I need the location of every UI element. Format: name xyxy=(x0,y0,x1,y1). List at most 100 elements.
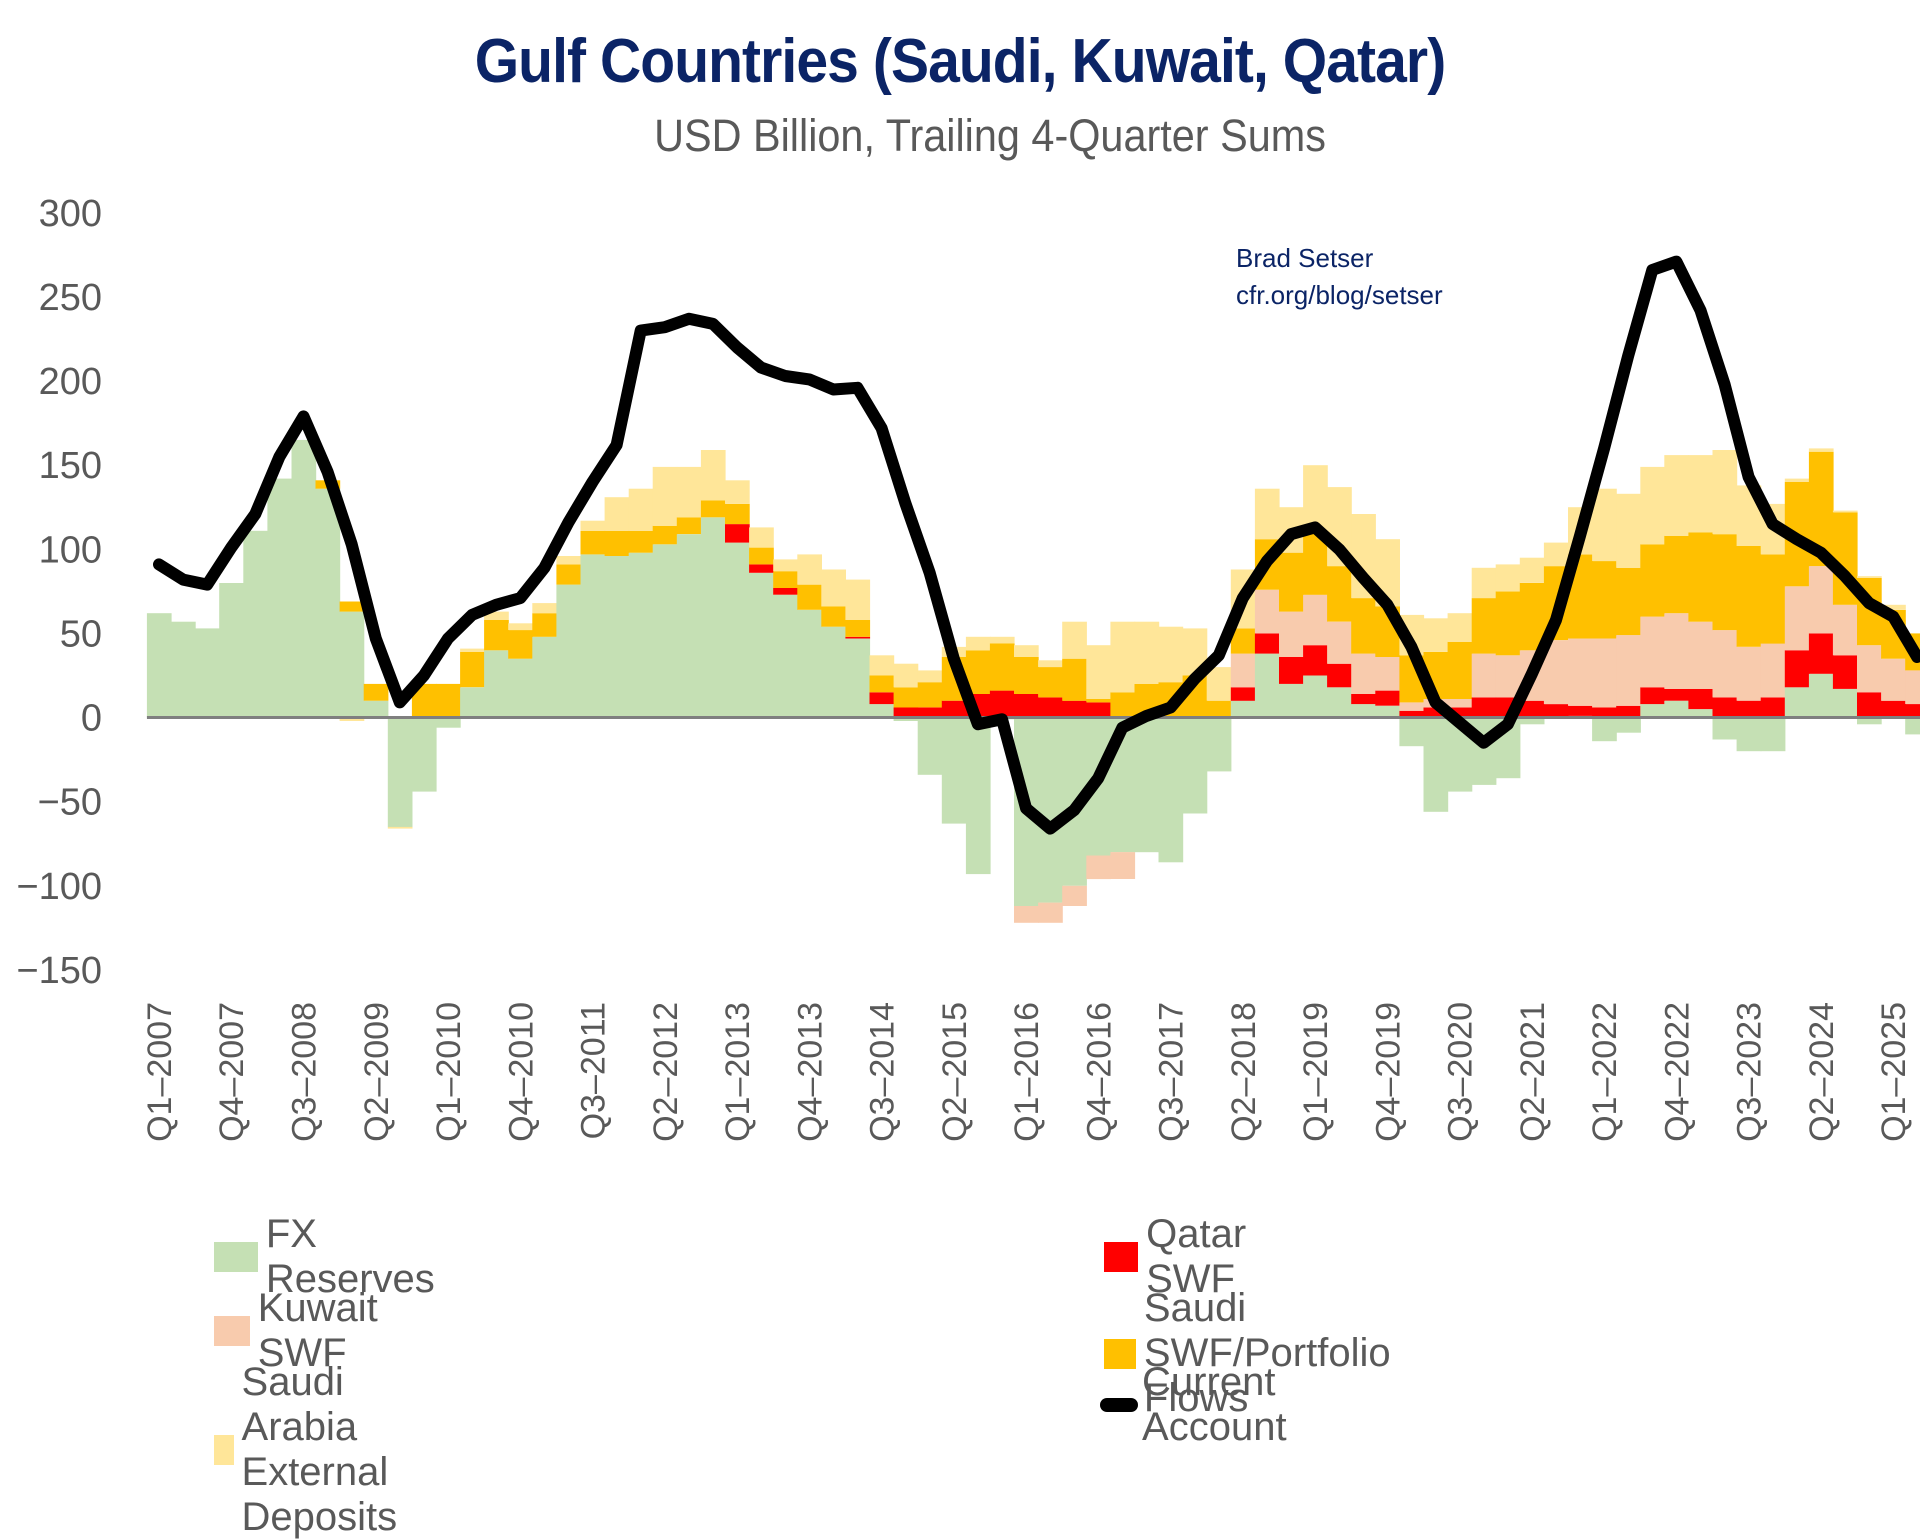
bar-qatar-swf xyxy=(1832,655,1858,689)
bar-saudi-arabia-external-deposits xyxy=(1519,557,1545,583)
bar-fx-reserves xyxy=(628,552,654,718)
bar-saudi-swf-portfolio-flows xyxy=(532,613,557,637)
bar-fx-reserves xyxy=(1832,688,1858,718)
bar-fx-reserves xyxy=(1857,717,1882,725)
bar-kuwait-swf xyxy=(1375,657,1400,691)
bar-qatar-swf xyxy=(1519,700,1545,718)
bar-fx-reserves xyxy=(243,530,268,718)
author-name: Brad Setser xyxy=(1236,243,1374,273)
bar-saudi-swf-portfolio-flows xyxy=(1712,534,1738,631)
legend-item-current-account: Current Account xyxy=(1100,1360,1313,1450)
bar-fx-reserves xyxy=(1351,704,1376,718)
bar-fx-reserves xyxy=(1158,717,1184,863)
x-tick-label: Q1–2025 xyxy=(1875,1002,1913,1142)
bar-qatar-swf xyxy=(749,564,774,573)
bar-fx-reserves xyxy=(652,544,678,718)
bar-saudi-swf-portfolio-flows xyxy=(652,525,678,545)
legend-item-fx-reserves: FX Reserves xyxy=(214,1212,447,1302)
legend-label: FX Reserves xyxy=(265,1212,435,1301)
y-tick-label: 100 xyxy=(39,529,102,571)
line-layer xyxy=(153,255,1920,835)
bar-qatar-swf xyxy=(1736,700,1762,718)
bar-saudi-swf-portfolio-flows xyxy=(1519,583,1545,651)
x-tick-label: Q2–2018 xyxy=(1225,1002,1263,1142)
x-tick-label: Q4–2022 xyxy=(1658,1002,1696,1142)
legend-item-kuwait-swf: Kuwait SWF xyxy=(214,1286,398,1376)
bar-fx-reserves xyxy=(1471,717,1497,785)
bar-fx-reserves xyxy=(1664,700,1689,718)
bar-fx-reserves xyxy=(773,594,798,718)
bar-fx-reserves xyxy=(893,717,919,721)
bar-kuwait-swf xyxy=(1086,855,1111,880)
bar-saudi-arabia-external-deposits xyxy=(1110,621,1136,693)
bar-saudi-arabia-external-deposits xyxy=(1134,621,1160,684)
x-tick-label: Q1–2022 xyxy=(1586,1002,1624,1142)
bar-saudi-arabia-external-deposits xyxy=(1254,488,1280,540)
chart-plot: 300 250 200 150 100 50 0 −50 −100 −150 Q1–2007 Q4–… xyxy=(16,193,1920,1142)
bar-kuwait-swf xyxy=(1688,621,1714,689)
bar-kuwait-swf xyxy=(1616,635,1641,706)
bar-saudi-swf-portfolio-flows xyxy=(700,500,726,518)
bar-fx-reserves xyxy=(965,717,991,875)
bar-qatar-swf xyxy=(1062,700,1087,718)
bar-saudi-arabia-external-deposits xyxy=(1688,455,1714,533)
bar-saudi-swf-portfolio-flows xyxy=(1736,545,1762,647)
bar-saudi-arabia-external-deposits xyxy=(1423,618,1449,652)
bar-saudi-arabia-external-deposits xyxy=(508,623,533,630)
x-tick-label: Q4–2016 xyxy=(1080,1002,1118,1142)
bar-kuwait-swf xyxy=(1471,653,1497,698)
x-tick-label: Q3–2023 xyxy=(1731,1002,1769,1142)
bar-kuwait-swf xyxy=(1712,630,1738,698)
bar-saudi-arabia-external-deposits xyxy=(1495,564,1521,592)
bar-kuwait-swf xyxy=(1062,885,1087,906)
bar-saudi-swf-portfolio-flows xyxy=(797,584,822,610)
bar-saudi-swf-portfolio-flows xyxy=(1062,658,1087,701)
bar-kuwait-swf xyxy=(1254,589,1280,634)
bar-fx-reserves xyxy=(1519,717,1545,725)
x-tick-label: Q2–2012 xyxy=(647,1002,685,1142)
bar-kuwait-swf xyxy=(1592,638,1617,708)
bar-saudi-swf-portfolio-flows xyxy=(1688,532,1714,622)
bar-saudi-swf-portfolio-flows xyxy=(773,571,798,588)
bar-saudi-arabia-external-deposits xyxy=(917,670,943,683)
x-tick-label: Q4–2019 xyxy=(1369,1002,1407,1142)
bar-kuwait-swf xyxy=(1279,611,1304,657)
x-tick-label: Q1–2013 xyxy=(719,1002,757,1142)
bar-qatar-swf xyxy=(1808,633,1834,674)
legend-swatch-kuwait-swf xyxy=(214,1316,250,1346)
bar-kuwait-swf xyxy=(1447,699,1473,708)
bar-fx-reserves xyxy=(1423,717,1449,812)
bar-saudi-arabia-external-deposits xyxy=(989,636,1015,644)
bar-qatar-swf xyxy=(1230,687,1256,701)
bar-fx-reserves xyxy=(1616,717,1641,733)
bar-kuwait-swf xyxy=(1399,702,1425,711)
bar-saudi-swf-portfolio-flows xyxy=(1038,667,1063,698)
bar-saudi-arabia-external-deposits xyxy=(1038,660,1063,667)
bar-kuwait-swf xyxy=(1664,613,1689,689)
bar-fx-reserves xyxy=(460,687,485,718)
bar-saudi-arabia-external-deposits xyxy=(1640,466,1665,545)
bar-saudi-swf-portfolio-flows xyxy=(845,620,871,637)
bar-saudi-arabia-external-deposits xyxy=(1712,450,1738,535)
bar-saudi-arabia-external-deposits xyxy=(652,466,678,526)
y-tick-label: 0 xyxy=(81,698,102,740)
bar-fx-reserves xyxy=(291,439,317,718)
bar-saudi-arabia-external-deposits xyxy=(1158,626,1184,683)
bar-saudi-arabia-external-deposits xyxy=(532,603,557,614)
x-tick-label: Q2–2015 xyxy=(936,1002,974,1142)
bar-saudi-arabia-external-deposits xyxy=(725,480,750,504)
bar-qatar-swf xyxy=(1254,633,1280,654)
legend-line-current-account xyxy=(1100,1398,1139,1412)
bar-fx-reserves xyxy=(315,488,341,718)
bar-kuwait-swf xyxy=(1832,604,1858,656)
bar-qatar-swf xyxy=(1014,694,1039,718)
legend-swatch-saudi-swf xyxy=(1104,1338,1136,1369)
bar-kuwait-swf xyxy=(1110,852,1136,879)
bar-kuwait-swf xyxy=(1230,653,1256,688)
bar-kuwait-swf xyxy=(1327,621,1352,664)
bar-saudi-swf-portfolio-flows xyxy=(1760,554,1786,644)
x-tick-label: Q2–2009 xyxy=(358,1002,396,1142)
bar-qatar-swf xyxy=(1279,657,1304,684)
bar-saudi-swf-portfolio-flows xyxy=(1495,591,1521,656)
bar-fx-reserves xyxy=(580,554,606,718)
